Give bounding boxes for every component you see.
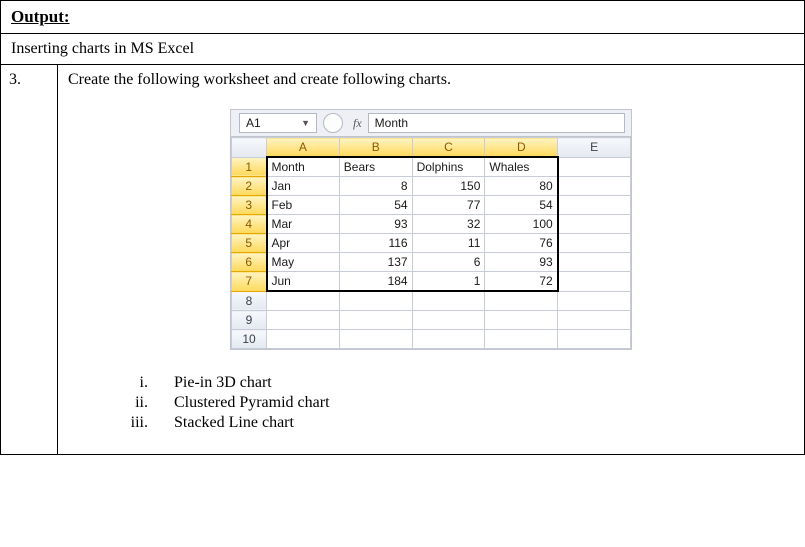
chart-type-list: i.Pie-in 3D chartii.Clustered Pyramid ch… (98, 374, 794, 432)
row-header[interactable]: 8 (232, 291, 267, 311)
cell[interactable]: Whales (485, 157, 558, 177)
name-box-value: A1 (246, 116, 261, 130)
cell[interactable]: Jun (267, 272, 340, 292)
cell[interactable]: 80 (485, 177, 558, 196)
cell[interactable]: Dolphins (412, 157, 485, 177)
cell[interactable]: 76 (485, 234, 558, 253)
list-item: i.Pie-in 3D chart (98, 374, 794, 392)
cell[interactable]: 8 (339, 177, 412, 196)
cell[interactable]: 93 (339, 215, 412, 234)
cell[interactable]: 184 (339, 272, 412, 292)
cell[interactable]: Mar (267, 215, 340, 234)
row-header[interactable]: 2 (232, 177, 267, 196)
cell[interactable] (558, 253, 631, 272)
step-number: 3. (1, 65, 58, 454)
row-header[interactable]: 10 (232, 330, 267, 349)
cell[interactable]: Bears (339, 157, 412, 177)
select-all-corner[interactable] (232, 138, 267, 158)
cell[interactable] (412, 311, 485, 330)
cell[interactable]: Feb (267, 196, 340, 215)
name-box-dropdown-icon[interactable]: ▼ (301, 118, 310, 128)
column-header[interactable]: D (485, 138, 558, 158)
cell[interactable]: 32 (412, 215, 485, 234)
row-header[interactable]: 1 (232, 157, 267, 177)
cell[interactable]: 116 (339, 234, 412, 253)
column-header[interactable]: B (339, 138, 412, 158)
cell[interactable]: 93 (485, 253, 558, 272)
row-header[interactable]: 5 (232, 234, 267, 253)
cell[interactable]: Month (267, 157, 340, 177)
row-header[interactable]: 7 (232, 272, 267, 292)
step-row: 3. Create the following worksheet and cr… (1, 65, 804, 454)
cell[interactable]: 100 (485, 215, 558, 234)
formula-value-text: Month (375, 116, 408, 130)
cell[interactable] (485, 291, 558, 311)
cell[interactable] (339, 330, 412, 349)
name-box[interactable]: A1 ▼ (239, 113, 317, 133)
cancel-circle-icon (323, 113, 343, 133)
row-header[interactable]: 6 (232, 253, 267, 272)
row-header[interactable]: 3 (232, 196, 267, 215)
instruction-text: Create the following worksheet and creat… (68, 71, 794, 89)
list-marker: ii. (98, 394, 174, 412)
cell[interactable]: 77 (412, 196, 485, 215)
cell[interactable] (558, 291, 631, 311)
cell[interactable]: 1 (412, 272, 485, 292)
cell[interactable]: 72 (485, 272, 558, 292)
column-header[interactable]: E (558, 138, 631, 158)
formula-value[interactable]: Month (368, 113, 625, 133)
excel-screenshot: A1 ▼ fx Month ABCDE1MonthBearsDolphinsWh… (230, 109, 632, 350)
row-header[interactable]: 4 (232, 215, 267, 234)
cell[interactable]: 6 (412, 253, 485, 272)
subtitle-text: Inserting charts in MS Excel (11, 40, 194, 57)
cell[interactable] (412, 291, 485, 311)
cell[interactable] (267, 311, 340, 330)
list-label: Clustered Pyramid chart (174, 394, 330, 412)
page-frame: Output: Inserting charts in MS Excel 3. … (0, 0, 805, 455)
fx-label-icon[interactable]: fx (351, 116, 368, 131)
cell[interactable]: 54 (339, 196, 412, 215)
step-body: Create the following worksheet and creat… (58, 65, 804, 454)
list-marker: iii. (98, 414, 174, 432)
cell[interactable]: 54 (485, 196, 558, 215)
cell[interactable] (558, 215, 631, 234)
list-label: Pie-in 3D chart (174, 374, 272, 392)
output-heading-section: Output: (1, 1, 804, 34)
list-item: ii.Clustered Pyramid chart (98, 394, 794, 412)
cell[interactable] (558, 311, 631, 330)
cell[interactable] (558, 234, 631, 253)
column-header[interactable]: A (267, 138, 340, 158)
cell[interactable] (339, 311, 412, 330)
subtitle-section: Inserting charts in MS Excel (1, 34, 804, 65)
list-item: iii.Stacked Line chart (98, 414, 794, 432)
cell[interactable] (558, 157, 631, 177)
cell[interactable]: Jan (267, 177, 340, 196)
cell[interactable] (558, 330, 631, 349)
cell[interactable] (412, 330, 485, 349)
cell[interactable]: 11 (412, 234, 485, 253)
cell[interactable]: Apr (267, 234, 340, 253)
list-label: Stacked Line chart (174, 414, 294, 432)
formula-bar: A1 ▼ fx Month (231, 110, 631, 137)
cell[interactable] (267, 330, 340, 349)
row-header[interactable]: 9 (232, 311, 267, 330)
cell[interactable] (339, 291, 412, 311)
cell[interactable] (485, 311, 558, 330)
cell[interactable]: May (267, 253, 340, 272)
cell[interactable]: 150 (412, 177, 485, 196)
cell[interactable] (558, 177, 631, 196)
cell[interactable]: 137 (339, 253, 412, 272)
spreadsheet-grid[interactable]: ABCDE1MonthBearsDolphinsWhales2Jan815080… (231, 137, 631, 349)
cell[interactable] (485, 330, 558, 349)
output-heading: Output: (11, 7, 70, 26)
cell[interactable] (558, 196, 631, 215)
column-header[interactable]: C (412, 138, 485, 158)
cell[interactable] (267, 291, 340, 311)
cell[interactable] (558, 272, 631, 292)
list-marker: i. (98, 374, 174, 392)
